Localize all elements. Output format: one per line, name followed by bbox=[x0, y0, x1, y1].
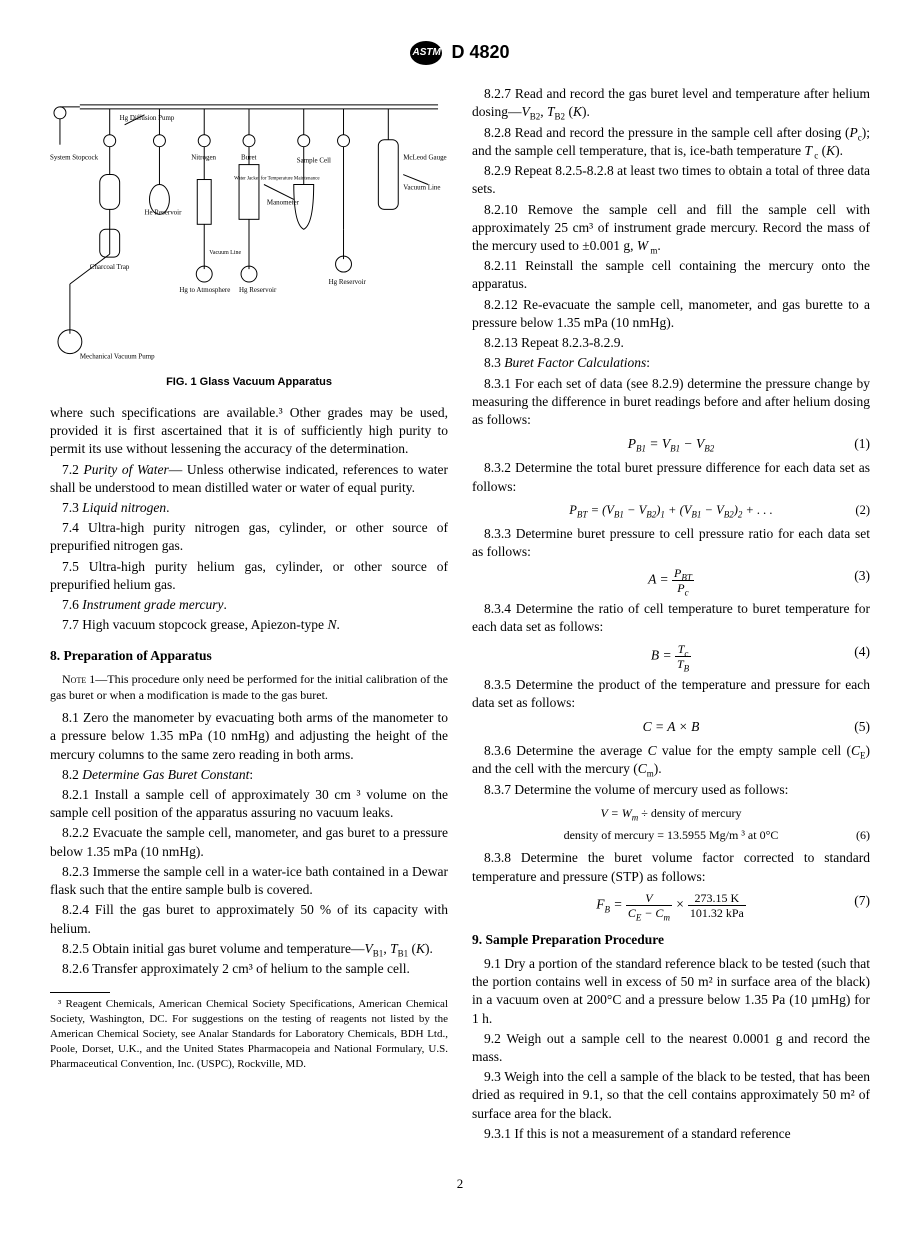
equation-1: PB1 = VB1 − VB2 (1) bbox=[472, 435, 870, 453]
para-8-2-4: 8.2.4 Fill the gas buret to approximatel… bbox=[50, 901, 448, 937]
para-8-1: 8.1 Zero the manometer by evacuating bot… bbox=[50, 709, 448, 764]
equation-3: A = PBTPc (3) bbox=[472, 567, 870, 594]
astm-logo: ASTM bbox=[410, 41, 442, 65]
svg-text:Manometer: Manometer bbox=[267, 199, 300, 207]
equation-6a: V = Wm ÷ density of mercury bbox=[472, 805, 870, 821]
equation-2: PBT = (VB1 − VB2)1 + (VB1 − VB2)2 + . . … bbox=[472, 502, 870, 519]
heading-9: 9. Sample Preparation Procedure bbox=[472, 931, 870, 949]
svg-text:Water Jacket for Temperature M: Water Jacket for Temperature Maintenance bbox=[234, 177, 320, 182]
para-where-specs: where such specifications are available.… bbox=[50, 404, 448, 459]
svg-text:System Stopcock: System Stopcock bbox=[50, 154, 99, 162]
svg-text:Vacuum Line: Vacuum Line bbox=[209, 250, 241, 256]
para-8-2-12: 8.2.12 Re-evacuate the sample cell, mano… bbox=[472, 296, 870, 332]
svg-text:Hg Diffusion Pump: Hg Diffusion Pump bbox=[120, 114, 175, 122]
doc-header: ASTM D 4820 bbox=[50, 40, 870, 65]
para-8-2-5: 8.2.5 Obtain initial gas buret volume an… bbox=[50, 940, 448, 958]
svg-text:McLeod Gauge: McLeod Gauge bbox=[403, 154, 446, 162]
glass-vacuum-apparatus-diagram: Hg Diffusion Pump He Reservoir Nitrogen … bbox=[50, 85, 448, 364]
para-8-2-8: 8.2.8 Read and record the pressure in th… bbox=[472, 124, 870, 160]
footnote-3: ³ Reagent Chemicals, American Chemical S… bbox=[50, 997, 448, 1071]
para-8-3: 8.3 Buret Factor Calculations: bbox=[472, 354, 870, 372]
para-8-3-3: 8.3.3 Determine buret pressure to cell p… bbox=[472, 525, 870, 561]
para-8-2-3: 8.2.3 Immerse the sample cell in a water… bbox=[50, 863, 448, 899]
para-8-2-13: 8.2.13 Repeat 8.2.3-8.2.9. bbox=[472, 334, 870, 352]
para-9-2: 9.2 Weigh out a sample cell to the neare… bbox=[472, 1030, 870, 1066]
svg-text:Charcoal Trap: Charcoal Trap bbox=[90, 263, 130, 271]
svg-text:Buret: Buret bbox=[241, 154, 257, 162]
heading-8: 8. Preparation of Apparatus bbox=[50, 647, 448, 665]
svg-text:Mechanical Vacuum Pump: Mechanical Vacuum Pump bbox=[80, 353, 155, 361]
figure-1: Hg Diffusion Pump He Reservoir Nitrogen … bbox=[50, 85, 448, 390]
svg-text:Hg to Atmosphere: Hg to Atmosphere bbox=[179, 286, 230, 294]
para-8-3-1: 8.3.1 For each set of data (see 8.2.9) d… bbox=[472, 375, 870, 430]
page-number: 2 bbox=[50, 1175, 870, 1193]
para-8-3-4: 8.3.4 Determine the ratio of cell temper… bbox=[472, 600, 870, 636]
svg-text:He Reservoir: He Reservoir bbox=[145, 209, 183, 217]
para-7-5: 7.5 Ultra-high purity helium gas, cylind… bbox=[50, 558, 448, 594]
para-8-3-7: 8.3.7 Determine the volume of mercury us… bbox=[472, 781, 870, 799]
equation-6b: density of mercury = 13.5955 Mg/m ³ at 0… bbox=[472, 827, 870, 843]
footnote-separator bbox=[50, 992, 110, 993]
para-7-2: 7.2 Purity of Water— Unless otherwise in… bbox=[50, 461, 448, 497]
doc-number: D 4820 bbox=[451, 42, 509, 62]
para-8-3-5: 8.3.5 Determine the product of the tempe… bbox=[472, 676, 870, 712]
para-8-2-6: 8.2.6 Transfer approximately 2 cm³ of he… bbox=[50, 960, 448, 978]
para-8-2: 8.2 Determine Gas Buret Constant: bbox=[50, 766, 448, 784]
equation-4: B = TcTB (4) bbox=[472, 643, 870, 670]
equation-5: C = A × B (5) bbox=[472, 718, 870, 736]
para-9-1: 9.1 Dry a portion of the standard refere… bbox=[472, 955, 870, 1028]
note-1: Note 1—This procedure only need be perfo… bbox=[50, 671, 448, 703]
svg-text:Sample Cell: Sample Cell bbox=[297, 157, 331, 165]
para-8-2-11: 8.2.11 Reinstall the sample cell contain… bbox=[472, 257, 870, 293]
para-8-2-2: 8.2.2 Evacuate the sample cell, manomete… bbox=[50, 824, 448, 860]
figure-caption: FIG. 1 Glass Vacuum Apparatus bbox=[50, 375, 448, 390]
svg-text:Hg Reservoir: Hg Reservoir bbox=[239, 286, 277, 294]
left-column: Hg Diffusion Pump He Reservoir Nitrogen … bbox=[50, 85, 448, 1145]
para-7-3: 7.3 Liquid nitrogen. bbox=[50, 499, 448, 517]
para-7-6: 7.6 Instrument grade mercury. bbox=[50, 596, 448, 614]
para-8-3-6: 8.3.6 Determine the average C value for … bbox=[472, 742, 870, 778]
para-9-3: 9.3 Weigh into the cell a sample of the … bbox=[472, 1068, 870, 1123]
right-column: 8.2.7 Read and record the gas buret leve… bbox=[472, 85, 870, 1145]
para-8-3-8: 8.3.8 Determine the buret volume factor … bbox=[472, 849, 870, 885]
svg-text:Nitrogen: Nitrogen bbox=[191, 154, 216, 162]
svg-text:Vacuum Line: Vacuum Line bbox=[403, 184, 440, 192]
para-8-2-1: 8.2.1 Install a sample cell of approxima… bbox=[50, 786, 448, 822]
para-7-7: 7.7 High vacuum stopcock grease, Apiezon… bbox=[50, 616, 448, 634]
para-8-3-2: 8.3.2 Determine the total buret pressure… bbox=[472, 459, 870, 495]
para-7-4: 7.4 Ultra-high purity nitrogen gas, cyli… bbox=[50, 519, 448, 555]
svg-text:Hg Reservoir: Hg Reservoir bbox=[329, 278, 367, 286]
equation-7: FB = VCE − Cm × 273.15 K101.32 kPa (7) bbox=[472, 892, 870, 919]
para-8-2-7: 8.2.7 Read and record the gas buret leve… bbox=[472, 85, 870, 121]
two-column-layout: Hg Diffusion Pump He Reservoir Nitrogen … bbox=[50, 85, 870, 1145]
para-8-2-10: 8.2.10 Remove the sample cell and fill t… bbox=[472, 201, 870, 256]
para-8-2-9: 8.2.9 Repeat 8.2.5-8.2.8 at least two ti… bbox=[472, 162, 870, 198]
para-9-3-1: 9.3.1 If this is not a measurement of a … bbox=[472, 1125, 870, 1143]
